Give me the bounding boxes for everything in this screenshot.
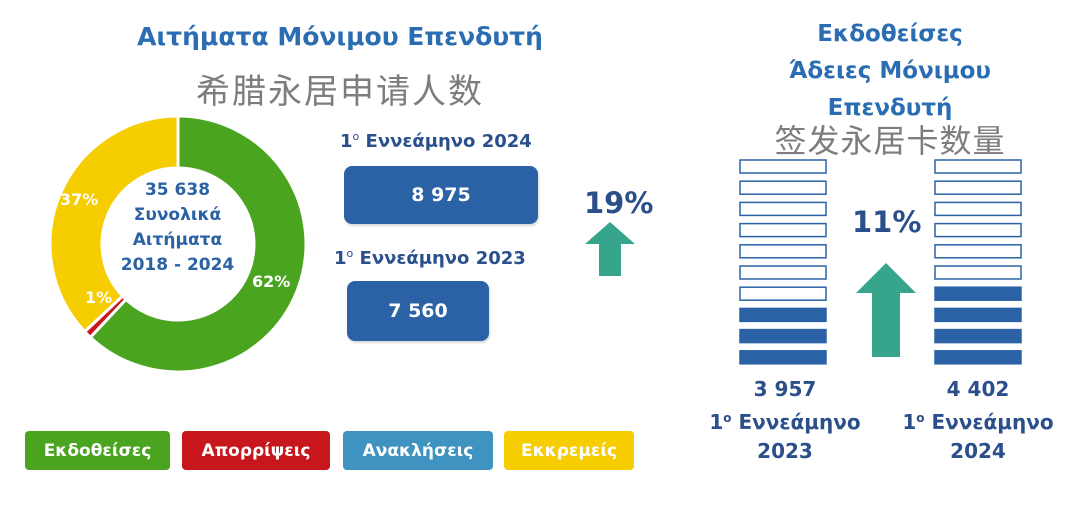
donut-label-rejected: 1% bbox=[85, 288, 113, 307]
donut-total-label-2: Αιτήματα bbox=[132, 230, 223, 250]
period-2023-label: 1ο Εννεάμηνο 2023 bbox=[334, 247, 526, 269]
donut-chart bbox=[50, 116, 306, 372]
bar-value-2023: 3 957 1ο Εννεάμηνο 2023 bbox=[709, 377, 861, 463]
bar-segment bbox=[739, 201, 827, 217]
donut-center-text: 35 638 Συνολικά Αιτήματα 2018 - 2024 bbox=[100, 178, 255, 278]
donut-label-issued: 62% bbox=[252, 272, 291, 291]
legend-issued: Εκδοθείσες bbox=[25, 431, 170, 470]
bar-segment bbox=[739, 350, 827, 365]
legend-revoked: Ανακλήσεις bbox=[343, 431, 493, 470]
bar-value-2024: 4 402 1ο Εννεάμηνο 2024 bbox=[902, 377, 1054, 463]
bar-segment bbox=[739, 265, 827, 280]
bar-segment bbox=[739, 222, 827, 238]
bar-segment bbox=[934, 328, 1022, 344]
left-title: Αιτήματα Μόνιμου Επενδυτή bbox=[137, 22, 543, 51]
bar-segment bbox=[739, 307, 827, 323]
bar-segment bbox=[739, 244, 827, 259]
up-arrow-icon bbox=[585, 222, 635, 276]
bar-segment bbox=[934, 286, 1022, 301]
bar-segment bbox=[934, 307, 1022, 323]
left-subtitle-cn: 希腊永居申请人数 bbox=[196, 72, 484, 112]
bar-segment bbox=[934, 222, 1022, 238]
growth-percent-right: 11% bbox=[852, 205, 922, 239]
right-title: Εκδοθείσες Άδειες Μόνιμου Επενδυτή bbox=[789, 21, 991, 121]
bar-segment bbox=[934, 350, 1022, 365]
bar-segment bbox=[934, 265, 1022, 280]
donut-total: 35 638 bbox=[144, 180, 211, 200]
bar-segment bbox=[739, 286, 827, 301]
donut-total-years: 2018 - 2024 bbox=[120, 255, 235, 275]
bar-segment bbox=[934, 244, 1022, 259]
kpi-2024-box: 8 975 bbox=[344, 166, 538, 224]
period-2024-label: 1ο Εννεάμηνο 2024 bbox=[340, 130, 532, 152]
bar-segment bbox=[934, 201, 1022, 217]
bar-segment bbox=[934, 159, 1022, 174]
kpi-2023-box: 7 560 bbox=[347, 281, 489, 341]
bar-segment bbox=[739, 159, 827, 174]
donut-label-pending: 37% bbox=[60, 190, 99, 209]
legend-rejected: Απορρίψεις bbox=[182, 431, 330, 470]
bar-segment bbox=[739, 180, 827, 195]
legend-pending: Εκκρεμείς bbox=[504, 431, 634, 470]
donut-slice-issued bbox=[88, 116, 306, 372]
up-arrow-icon-right bbox=[856, 263, 916, 357]
bar-stack-2024 bbox=[934, 159, 1022, 365]
bar-stack-2023 bbox=[739, 159, 827, 365]
growth-percent-left: 19% bbox=[584, 186, 654, 220]
donut-total-label-1: Συνολικά bbox=[133, 205, 222, 225]
bar-segment bbox=[934, 180, 1022, 195]
right-subtitle-cn: 签发永居卡数量 bbox=[774, 122, 1006, 160]
bar-segment bbox=[739, 328, 827, 344]
donut-slice-pending bbox=[50, 116, 180, 334]
